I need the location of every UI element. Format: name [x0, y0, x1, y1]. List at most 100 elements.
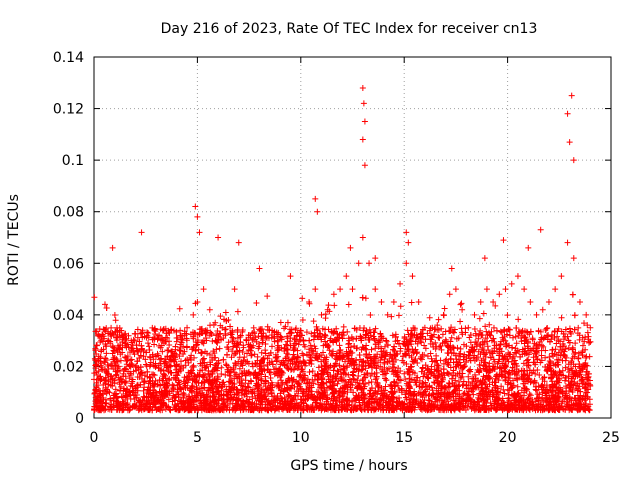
roti-point — [331, 302, 338, 309]
roti-point — [389, 368, 396, 375]
roti-point — [556, 375, 563, 382]
roti-point — [282, 341, 289, 348]
roti-point — [572, 349, 579, 356]
roti-point — [179, 392, 186, 399]
roti-point — [427, 350, 434, 357]
roti-point — [451, 326, 458, 333]
roti-point — [416, 377, 423, 384]
roti-point — [367, 311, 374, 318]
roti-point — [300, 337, 307, 344]
roti-point — [218, 364, 225, 371]
roti-point — [462, 329, 469, 336]
roti-point — [486, 321, 493, 328]
roti-point — [457, 318, 464, 325]
roti-point — [91, 294, 98, 301]
roti-point — [356, 352, 363, 359]
roti-point — [554, 333, 561, 340]
roti-point — [264, 326, 271, 333]
roti-point — [558, 314, 565, 321]
roti-point — [562, 364, 569, 371]
roti-point — [377, 330, 384, 337]
y-tick-label: 0.04 — [53, 308, 84, 324]
roti-point — [585, 339, 592, 346]
roti-point — [457, 345, 464, 352]
roti-point — [498, 383, 505, 390]
roti-point — [349, 397, 356, 404]
roti-point — [457, 301, 464, 308]
y-tick-label: 0.12 — [53, 102, 84, 118]
roti-point — [404, 327, 411, 334]
roti-point — [365, 379, 372, 386]
roti-point — [543, 325, 550, 332]
y-tick-label: 0.14 — [53, 50, 84, 66]
roti-point — [421, 342, 428, 349]
roti-point — [306, 337, 313, 344]
roti-point — [337, 346, 344, 353]
roti-point — [343, 397, 350, 404]
roti-point — [185, 369, 192, 376]
roti-point — [368, 346, 375, 353]
roti-point — [277, 319, 284, 326]
roti-point — [96, 375, 103, 382]
roti-point — [434, 362, 441, 369]
roti-point — [330, 367, 337, 374]
roti-point — [322, 338, 329, 345]
roti-point — [585, 333, 592, 340]
roti-point — [141, 384, 148, 391]
roti-point — [207, 361, 214, 368]
roti-point — [268, 406, 275, 413]
x-tick-label: 20 — [499, 430, 517, 446]
y-tick-labels: 00.020.040.060.080.10.120.14 — [53, 50, 84, 427]
roti-point — [571, 312, 578, 319]
roti-point — [515, 316, 522, 323]
roti-point — [159, 348, 166, 355]
roti-point — [176, 353, 183, 360]
roti-point — [278, 377, 285, 384]
roti-point — [465, 367, 472, 374]
roti-point — [342, 358, 349, 365]
roti-point — [584, 322, 591, 329]
roti-point — [345, 341, 352, 348]
roti-point — [340, 323, 347, 330]
roti-point — [164, 347, 171, 354]
roti-point — [176, 305, 183, 312]
roti-point — [504, 312, 511, 319]
roti-point — [344, 328, 351, 335]
roti-point — [250, 324, 257, 331]
y-tick-label: 0.06 — [53, 256, 84, 272]
roti-point — [92, 347, 99, 354]
roti-point — [225, 339, 232, 346]
roti-point — [439, 331, 446, 338]
roti-point — [401, 370, 408, 377]
roti-point — [444, 360, 451, 367]
roti-point — [483, 328, 490, 335]
roti-point — [436, 334, 443, 341]
roti-point — [418, 339, 425, 346]
roti-point — [314, 327, 321, 334]
roti-point — [336, 342, 343, 349]
roti-point — [527, 328, 534, 335]
roti-point — [453, 356, 460, 363]
roti-point — [361, 371, 368, 378]
roti-point — [546, 353, 553, 360]
x-tick-label: 25 — [602, 430, 620, 446]
roti-point — [572, 340, 579, 347]
roti-point — [471, 326, 478, 333]
roti-point — [169, 381, 176, 388]
x-tick-labels: 0 5 10 15 20 25 — [90, 430, 620, 446]
roti-points — [91, 84, 594, 414]
y-tick-label: 0.02 — [53, 359, 84, 375]
roti-point — [234, 308, 241, 315]
x-tick-label: 10 — [292, 430, 310, 446]
roti-point — [480, 310, 487, 317]
roti-point — [394, 337, 401, 344]
roti-point — [310, 318, 317, 325]
roti-point — [117, 357, 124, 364]
roti-point — [426, 314, 433, 321]
y-tick-label: 0 — [75, 411, 84, 427]
roti-point — [195, 346, 202, 353]
roti-point — [395, 382, 402, 389]
roti-point — [288, 366, 295, 373]
roti-point — [348, 334, 355, 341]
roti-point — [166, 342, 173, 349]
